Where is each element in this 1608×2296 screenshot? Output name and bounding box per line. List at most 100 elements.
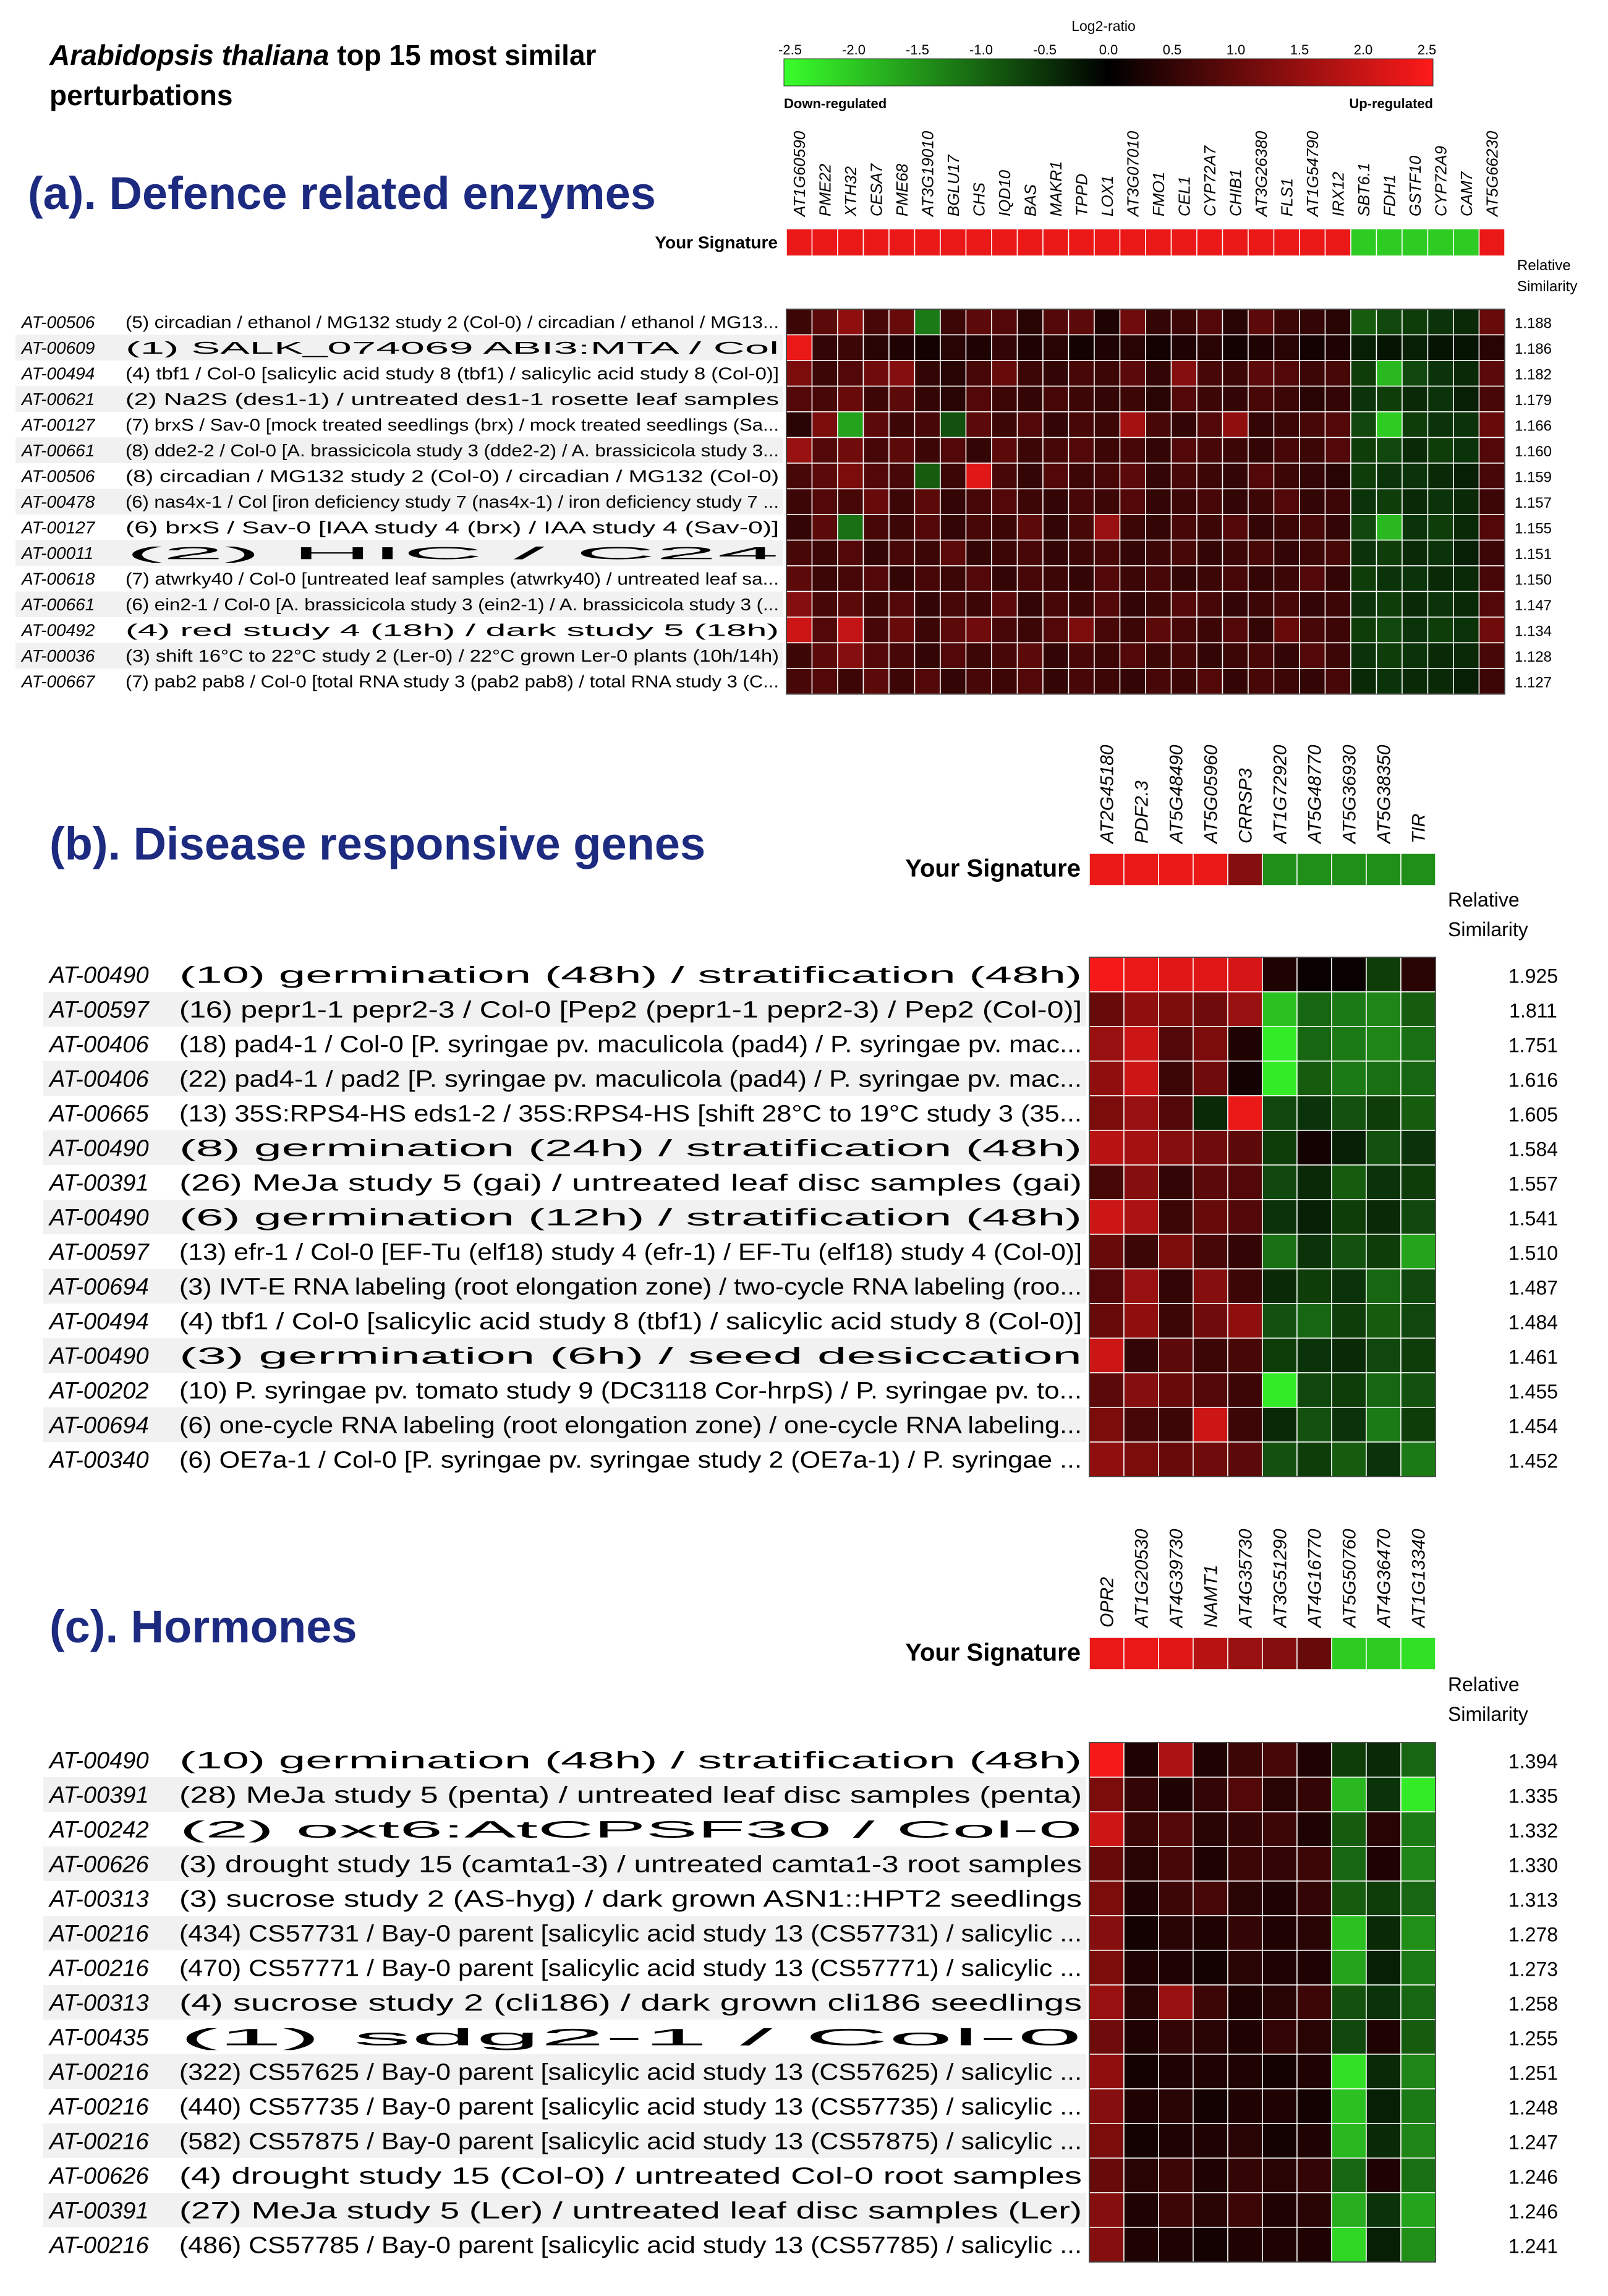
heatmap-cell: [1402, 591, 1429, 618]
heatmap-cell: [1296, 1777, 1332, 1812]
signature-cell: [1227, 1637, 1263, 1670]
heatmap-cell: [1331, 957, 1367, 992]
heatmap-cell: [1453, 385, 1480, 412]
signature-cell: [1400, 1637, 1436, 1670]
heatmap-cell: [1123, 1199, 1159, 1235]
heatmap-cell: [1016, 411, 1044, 438]
row-stripe: [43, 2054, 1086, 2089]
heatmap-cell: [1193, 2157, 1228, 2193]
row-description: (4) tbf1 / Col-0 [salicylic acid study 8…: [179, 1308, 1082, 1334]
heatmap-cell: [862, 385, 890, 412]
similarity-value: 1.134: [1515, 623, 1552, 640]
heatmap-cell: [1123, 2054, 1159, 2089]
similarity-value: 1.330: [1508, 1854, 1558, 1876]
row-id: AT-00127: [20, 518, 96, 537]
heatmap-cell: [965, 309, 992, 336]
row-description: (10) germination (48h) / stratification …: [179, 962, 1082, 988]
row-description: (13) efr-1 / Col-0 [EF-Tu (elf18) study …: [179, 1239, 1082, 1265]
heatmap-cell: [1262, 2123, 1298, 2159]
heatmap-cell: [1262, 991, 1298, 1027]
gene-label: LOX1: [1098, 176, 1117, 217]
heatmap-cell: [1068, 437, 1095, 464]
heatmap-cell: [1453, 463, 1480, 490]
heatmap-cell: [1042, 385, 1070, 412]
signature-cell: [1453, 228, 1480, 257]
heatmap-cell: [1193, 1880, 1228, 1916]
heatmap-cell: [1400, 1846, 1436, 1882]
heatmap-cell: [1123, 1372, 1159, 1408]
heatmap-cell: [1068, 411, 1095, 438]
heatmap-cell: [1453, 565, 1480, 592]
row-id: AT-00661: [20, 595, 95, 614]
heatmap-cell: [888, 463, 916, 490]
heatmap-cell: [1042, 488, 1070, 515]
heatmap-cell: [1123, 1303, 1159, 1339]
heatmap-cell: [1453, 514, 1480, 541]
heatmap-cell: [1170, 463, 1197, 490]
heatmap-cell: [1158, 1199, 1194, 1235]
heatmap-cell: [1402, 385, 1429, 412]
heatmap-cell: [965, 591, 992, 618]
heatmap-cell: [1324, 514, 1351, 541]
signature-cell: [1158, 1637, 1194, 1670]
heatmap-cell: [1119, 591, 1146, 618]
legend-tick-label: -2.5: [778, 42, 802, 58]
heatmap-cell: [1248, 668, 1275, 695]
heatmap-cell: [1331, 1268, 1367, 1304]
heatmap-cell: [1324, 309, 1351, 336]
similarity-value: 1.186: [1515, 341, 1552, 357]
row-id: AT-00667: [20, 672, 96, 691]
heatmap-cell: [1089, 1095, 1125, 1131]
heatmap-cell: [862, 565, 890, 592]
heatmap-cell: [965, 385, 992, 412]
heatmap-cell: [1366, 1811, 1402, 1847]
signature-cell: [1158, 853, 1194, 886]
similarity-value: 1.147: [1515, 597, 1552, 614]
row-description: (7) pab2 pab8 / Col-0 [total RNA study 3…: [125, 672, 779, 691]
heatmap-cell: [1222, 385, 1249, 412]
heatmap-cell: [1227, 2019, 1263, 2055]
similarity-value: 1.461: [1508, 1346, 1558, 1368]
row-description: (6) ein2-1 / Col-0 [A. brassicicola stud…: [125, 595, 779, 614]
heatmap-cell: [1478, 309, 1505, 336]
heatmap-cell: [1248, 334, 1275, 361]
heatmap-cell: [1299, 334, 1326, 361]
row-description: (18) pad4-1 / Col-0 [P. syringae pv. mac…: [179, 1031, 1082, 1057]
heatmap-cell: [1094, 411, 1121, 438]
heatmap-cell: [1400, 2054, 1436, 2089]
heatmap-cell: [1089, 2054, 1125, 2089]
heatmap-cell: [1227, 1846, 1263, 1882]
panel-hormones: (c). Hormones OPR2 AT1G20530 AT4G39730 NAMT1…: [43, 1529, 1558, 2263]
row-id: AT-00313: [48, 1886, 149, 1912]
gene-label: MAKR1: [1047, 161, 1065, 216]
heatmap-cell: [1273, 591, 1300, 618]
similarity-value: 1.605: [1508, 1103, 1558, 1125]
signature-cell: [1296, 853, 1332, 886]
heatmap-cell: [1248, 463, 1275, 490]
heatmap-cell: [1094, 309, 1121, 336]
heatmap-cell: [1016, 437, 1044, 464]
heatmap-cell: [1123, 2123, 1159, 2159]
similarity-value: 1.454: [1508, 1415, 1558, 1437]
heatmap-cell: [1299, 514, 1326, 541]
heatmap-cell: [1427, 385, 1454, 412]
heatmap-cell: [888, 617, 916, 644]
heatmap-cell: [1068, 360, 1095, 387]
heatmap-cell: [862, 514, 890, 541]
legend-tick-label: 2.5: [1418, 42, 1437, 58]
heatmap-cell: [811, 360, 838, 387]
heatmap-cell: [862, 463, 890, 490]
heatmap-cell: [1068, 309, 1095, 336]
heatmap-cell: [888, 539, 916, 566]
heatmap-cell: [940, 514, 967, 541]
heatmap-cell: [1042, 360, 1070, 387]
heatmap-cell: [1262, 1095, 1298, 1131]
heatmap-cell: [1350, 668, 1377, 695]
heatmap-cell: [1376, 565, 1403, 592]
heatmap-cell: [1227, 2227, 1263, 2263]
heatmap-cell: [1119, 565, 1146, 592]
heatmap-cell: [1068, 668, 1095, 695]
row-description: (13) 35S:RPS4-HS eds1-2 / 35S:RPS4-HS [s…: [179, 1101, 1082, 1127]
signature-cell: [888, 228, 916, 257]
heatmap-cell: [1222, 565, 1249, 592]
